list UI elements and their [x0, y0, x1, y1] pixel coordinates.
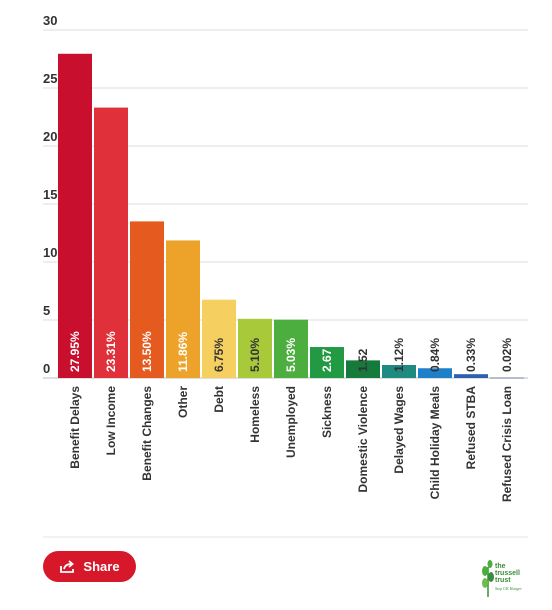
- leaf-icon: [482, 560, 494, 597]
- data-label: 0.02%: [500, 338, 514, 372]
- logo-tagline: Stop UK Hunger: [495, 586, 522, 591]
- data-label: 5.03%: [284, 338, 298, 372]
- data-label: 0.84%: [428, 338, 442, 372]
- y-tick-label: 30: [43, 13, 57, 28]
- share-button[interactable]: Share: [43, 551, 136, 582]
- category-label: Delayed Wages: [392, 386, 406, 474]
- category-label: Debt: [212, 386, 226, 413]
- y-tick-label: 10: [43, 245, 57, 260]
- data-label: 11.86%: [176, 332, 190, 372]
- bar: [490, 377, 524, 379]
- category-label: Refused STBA: [464, 386, 478, 470]
- category-label: Sickness: [320, 386, 334, 438]
- data-label: 13.50%: [140, 331, 154, 372]
- trussell-trust-logo: the trussell trust Stop UK Hunger: [481, 557, 531, 599]
- category-label: Homeless: [248, 386, 262, 443]
- category-label: Other: [176, 386, 190, 418]
- category-label: Low Income: [104, 386, 118, 456]
- data-label: 0.33%: [464, 338, 478, 372]
- share-icon: [60, 559, 75, 573]
- data-label: 27.95%: [68, 331, 82, 372]
- data-label: 2.67: [320, 348, 334, 372]
- logo-text: the trussell trust: [495, 563, 520, 584]
- y-tick-label: 25: [43, 71, 57, 86]
- data-label: 6.75%: [212, 338, 226, 372]
- bar: [238, 318, 272, 378]
- y-tick-label: 20: [43, 129, 57, 144]
- category-label: Benefit Changes: [140, 386, 154, 481]
- bar: [202, 299, 236, 378]
- bar: [454, 374, 488, 378]
- bar: [310, 347, 344, 378]
- category-label: Child Holiday Meals: [428, 386, 442, 500]
- bar: [346, 360, 380, 378]
- data-label: 5.10%: [248, 338, 262, 372]
- y-tick-label: 5: [43, 303, 50, 318]
- category-label: Domestic Violence: [356, 386, 370, 493]
- bar: [274, 319, 308, 378]
- data-label: 23.31%: [104, 331, 118, 372]
- bar: [166, 240, 200, 378]
- data-label: 1.52: [356, 348, 370, 372]
- y-tick-label: 15: [43, 187, 57, 202]
- bar: [94, 107, 128, 378]
- bar: [130, 221, 164, 378]
- y-tick-label: 0: [43, 361, 50, 376]
- bar-chart: 0 5 10 15 20 25 30 27.95% Benefit Delays 23.31% Lo…: [43, 13, 528, 538]
- bar: [418, 368, 452, 378]
- category-label: Unemployed: [284, 386, 298, 458]
- data-label: 1.12%: [392, 338, 406, 372]
- share-label: Share: [83, 559, 120, 574]
- bar: [58, 53, 92, 378]
- category-label: Refused Crisis Loan: [500, 386, 514, 502]
- bar: [382, 365, 416, 378]
- category-label: Benefit Delays: [68, 386, 82, 469]
